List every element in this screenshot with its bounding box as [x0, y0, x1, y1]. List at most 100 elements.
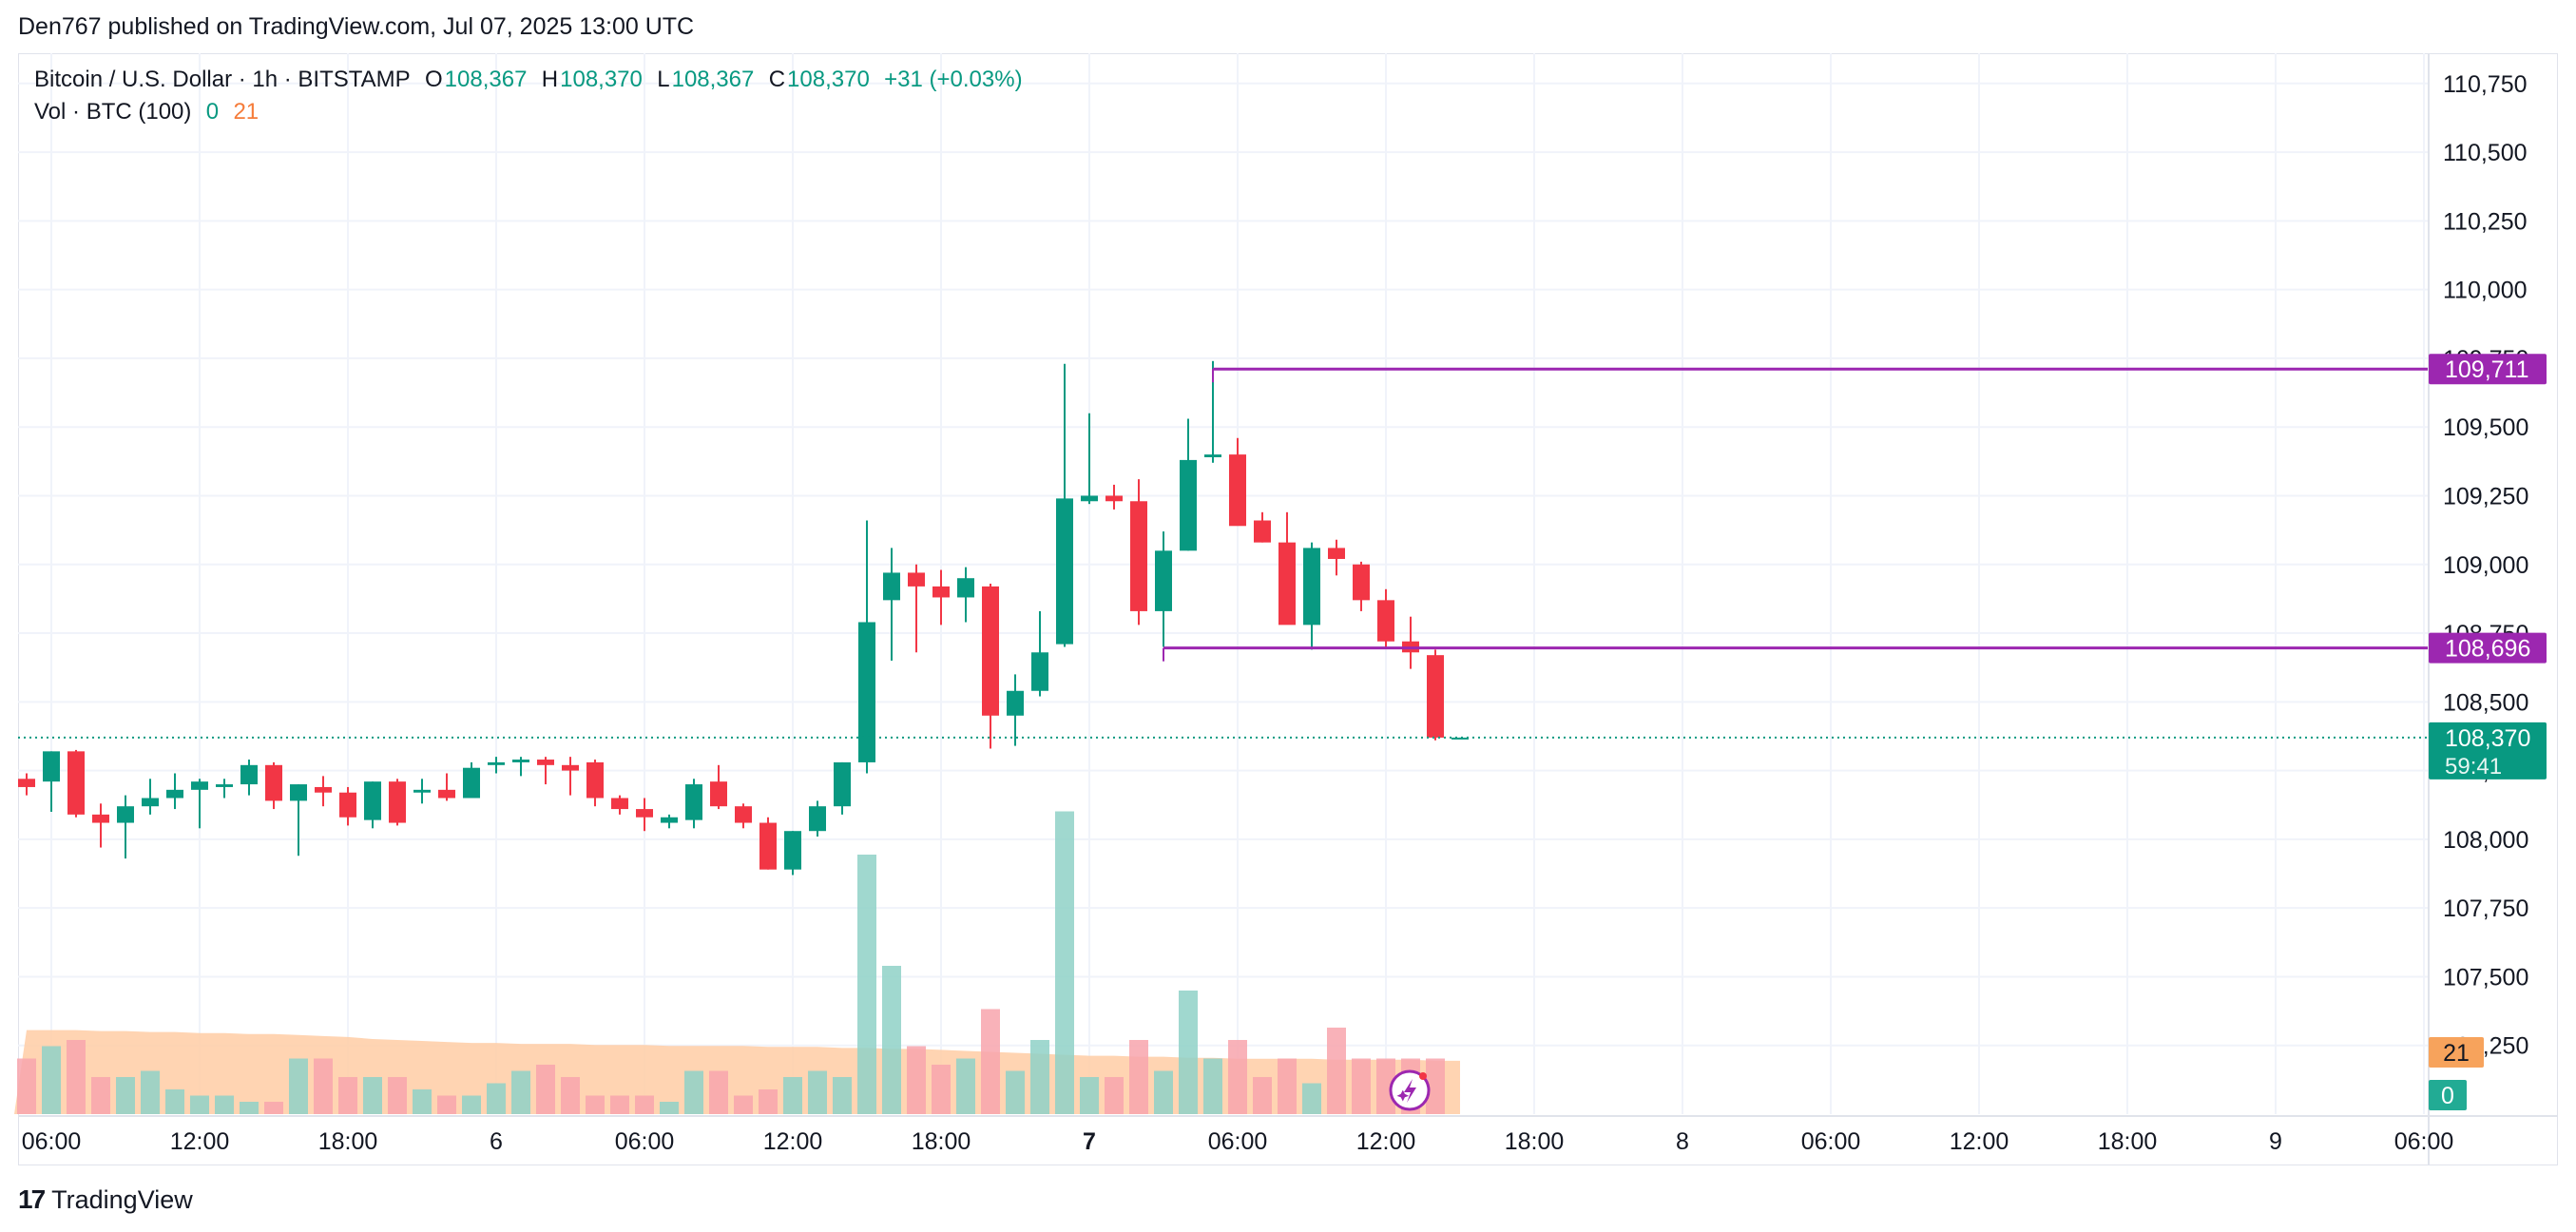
volume-bar	[1030, 1040, 1049, 1114]
volume-bar	[67, 1040, 86, 1114]
volume-bar	[42, 1046, 61, 1114]
volume-bar	[684, 1070, 703, 1114]
candle-body	[1056, 498, 1073, 645]
volume-bar	[734, 1095, 753, 1114]
x-tick-label: 18:00	[912, 1128, 971, 1155]
candle-body	[216, 784, 233, 787]
horizontal-levels	[18, 367, 2429, 739]
volume-value: 0	[205, 99, 220, 125]
assistant-icon[interactable]	[1389, 1069, 1431, 1111]
candle-body	[512, 760, 529, 762]
volume-bar	[91, 1077, 110, 1114]
volume-bar	[363, 1077, 382, 1114]
level-price-badge	[2429, 632, 2547, 664]
candle-body	[982, 586, 999, 716]
volume-bar	[487, 1083, 506, 1114]
level-price-label: 108,696	[2445, 636, 2530, 663]
candle-body	[1229, 454, 1246, 527]
candle-body	[315, 786, 332, 793]
open-value: 108,367	[444, 67, 528, 92]
volume-bar	[1055, 811, 1074, 1114]
y-tick-label: 107,500	[2443, 964, 2528, 991]
volume-bar	[759, 1089, 778, 1114]
last-price-badge	[2429, 722, 2547, 780]
volume-bar	[240, 1102, 259, 1114]
candle-body	[166, 789, 183, 799]
candle-body	[1155, 550, 1172, 611]
volume-bar	[1006, 1070, 1025, 1114]
candle-body	[1130, 501, 1147, 611]
volume-bar	[907, 1046, 926, 1114]
candle-body	[611, 798, 628, 810]
candle-body	[784, 831, 801, 870]
volume-bar	[932, 1065, 951, 1114]
ohlc-legend: Bitcoin / U.S. Dollar · 1h · BITSTAMP O1…	[34, 67, 1025, 93]
change-value: +31 (+0.03%)	[884, 67, 1023, 92]
volume-bar	[1352, 1058, 1371, 1114]
candle-body	[858, 622, 875, 762]
close-value: 108,370	[787, 67, 870, 92]
x-tick-label: 06:00	[22, 1128, 82, 1155]
volume-pane	[14, 811, 1460, 1114]
volume-bar	[314, 1058, 333, 1114]
last-price-label: 108,370	[2445, 725, 2530, 752]
candle-body	[117, 806, 134, 823]
volume-bar	[165, 1089, 184, 1114]
volume-bar	[437, 1095, 456, 1114]
candle-body	[389, 781, 406, 823]
y-tick-label: 110,500	[2443, 140, 2528, 166]
y-tick-label: 108,500	[2443, 689, 2528, 716]
volume-bar	[17, 1058, 36, 1114]
volume-bar	[190, 1095, 209, 1114]
tradingview-logo-icon: 17	[18, 1184, 46, 1214]
y-tick-label: 110,000	[2443, 278, 2528, 304]
volume-bar	[338, 1077, 357, 1114]
candle-body	[883, 572, 900, 601]
volume-bar	[462, 1095, 481, 1114]
volume-ma-value: 21	[233, 99, 260, 125]
level-price-badge	[2429, 354, 2547, 385]
candle-body	[290, 784, 307, 801]
candle-body	[710, 781, 727, 807]
volume-bar	[388, 1077, 407, 1114]
x-tick-label: 06:00	[615, 1128, 675, 1155]
time-axis: 06:00 12:00 18:00 6 06:00 12:00 18:00 7 06:00 12:…	[22, 1128, 2454, 1155]
volume-bar	[1129, 1040, 1148, 1114]
candle-body	[908, 572, 925, 587]
candle-body	[661, 817, 678, 823]
y-tick-label: 108,000	[2443, 827, 2528, 854]
volume-bar	[1253, 1077, 1272, 1114]
candle-body	[463, 767, 480, 799]
volume-bar	[857, 855, 876, 1114]
chart-frame	[18, 53, 2558, 1165]
y-tick-label: 109,250	[2443, 483, 2528, 510]
volume-bar	[141, 1070, 160, 1114]
candle-body	[636, 809, 653, 818]
candle-body	[92, 814, 109, 823]
high-label: H	[541, 67, 559, 92]
x-tick-label: 06:00	[1801, 1128, 1861, 1155]
volume-bar	[1426, 1058, 1445, 1114]
candle-body	[1180, 459, 1197, 551]
volume-bar	[610, 1095, 629, 1114]
x-tick-label: 9	[2269, 1128, 2282, 1155]
x-tick-label: 12:00	[763, 1128, 823, 1155]
candle-body	[18, 779, 35, 787]
y-tick-label: 109,500	[2443, 414, 2528, 441]
y-tick-label: 109,000	[2443, 552, 2528, 579]
candle-body	[67, 751, 85, 815]
candle-body	[1204, 454, 1221, 458]
footer-brand[interactable]: 17 TradingView	[18, 1184, 193, 1215]
volume-bar	[1278, 1058, 1297, 1114]
volume-bar	[783, 1077, 802, 1114]
symbol-title[interactable]: Bitcoin / U.S. Dollar · 1h · BITSTAMP	[34, 67, 411, 92]
volume-bar	[833, 1077, 852, 1114]
candle-body	[339, 792, 356, 818]
candle-body	[685, 784, 702, 820]
candle-body	[957, 578, 974, 598]
volume-label[interactable]: Vol · BTC (100)	[34, 99, 192, 125]
x-tick-label: 06:00	[2394, 1128, 2454, 1155]
volume-bar	[660, 1102, 679, 1114]
volume-bar	[981, 1009, 1000, 1114]
